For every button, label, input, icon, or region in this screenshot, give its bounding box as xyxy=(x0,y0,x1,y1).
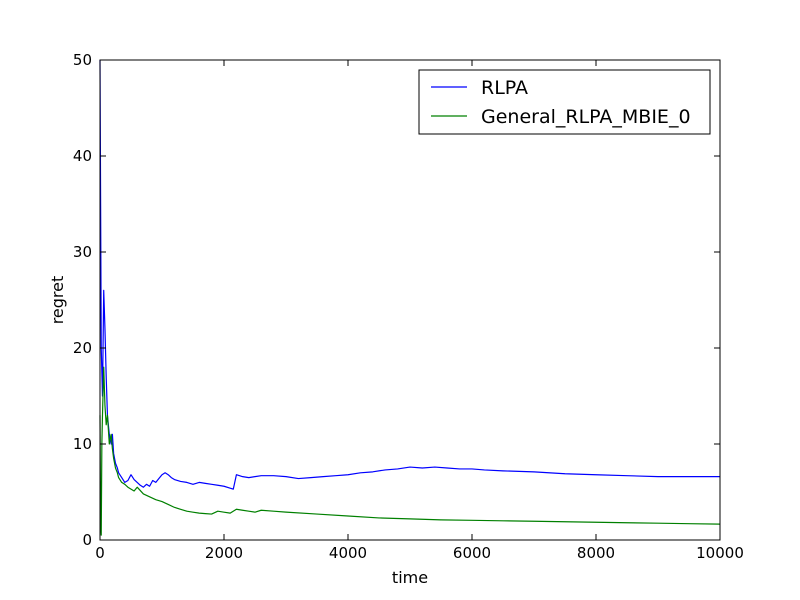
series-line-general-rlpa-mbie-0 xyxy=(99,366,721,536)
legend-label-general-rlpa-mbie-0: General_RLPA_MBIE_0 xyxy=(481,106,691,128)
y-tick-label: 40 xyxy=(73,147,92,165)
x-axis-label: time xyxy=(392,568,428,587)
axis-ticks xyxy=(99,59,721,541)
x-tick-label: 0 xyxy=(95,544,105,562)
x-tick-label: 4000 xyxy=(329,544,367,562)
y-tick-label: 50 xyxy=(73,51,92,69)
axis-tick-labels: 0 2000 4000 6000 8000 10000 0 10 20 30 40 50 xyxy=(73,51,744,562)
legend-label-rlpa: RLPA xyxy=(481,77,528,99)
x-tick-label: 2000 xyxy=(205,544,243,562)
series-line-rlpa xyxy=(99,59,720,490)
y-tick-label: 20 xyxy=(73,339,92,357)
y-tick-label: 10 xyxy=(73,435,92,453)
legend-box xyxy=(418,69,711,135)
x-tick-label: 10000 xyxy=(696,544,744,562)
y-tick-label: 30 xyxy=(73,243,92,261)
y-tick-label: 0 xyxy=(82,531,92,549)
y-axis-label: regret xyxy=(48,276,67,325)
x-tick-label: 6000 xyxy=(453,544,491,562)
x-tick-label: 8000 xyxy=(577,544,615,562)
plot-frame xyxy=(99,59,721,541)
plot-lines xyxy=(99,59,721,536)
legend: RLPA General_RLPA_MBIE_0 xyxy=(418,69,711,135)
